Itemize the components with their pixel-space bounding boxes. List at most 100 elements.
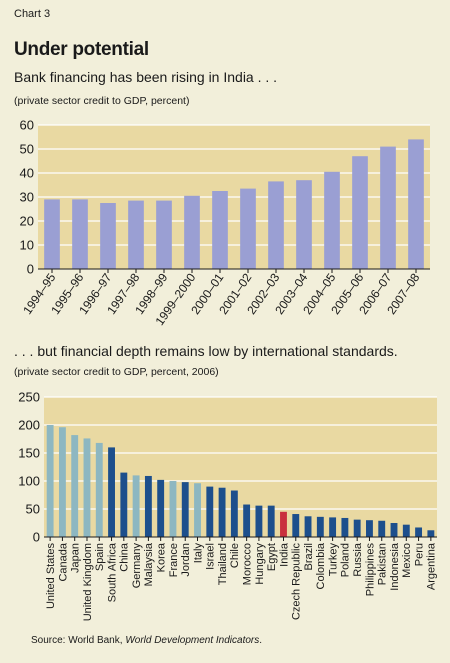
chart1-bar xyxy=(296,180,312,269)
chart2-bar xyxy=(46,425,54,537)
chart2-x-tick-label: United States xyxy=(45,543,57,610)
chart2-x-tick-label: Indonesia xyxy=(389,542,401,591)
chart2-x-tick-label: Pakistan xyxy=(377,543,389,585)
chart1-bar xyxy=(128,200,144,269)
chart1-y-tick-label: 10 xyxy=(20,238,34,253)
chart2-x-tick-label: Peru xyxy=(413,543,425,566)
chart2-x-tick-label: Colombia xyxy=(315,542,327,589)
chart2-bar xyxy=(83,438,91,537)
chart1-bar xyxy=(156,200,172,269)
chart2-bar xyxy=(206,486,214,537)
chart2-x-tick-label: Chile xyxy=(229,543,241,568)
chart1-bar xyxy=(352,156,368,269)
chart2-bar xyxy=(108,447,115,537)
chart2-x-tick-label: Brazil xyxy=(303,543,315,571)
chart2-bar xyxy=(402,524,410,537)
source-note: Source: World Bank, World Development In… xyxy=(31,635,262,646)
chart2-x-tick-label: Malaysia xyxy=(143,542,155,586)
chart2-x-tick-label: Argentina xyxy=(426,542,438,590)
chart2-x-tick-label: Morocco xyxy=(241,543,253,585)
chart1-bar xyxy=(380,146,396,269)
chart2-x-tick-label: Hungary xyxy=(254,543,266,585)
source-prefix: Source: World Bank, xyxy=(31,635,126,646)
india-credit-chart: 01020304050601994–951995–961996–971997–9… xyxy=(20,118,430,328)
chart1-y-tick-label: 40 xyxy=(20,166,34,181)
chart1-y-tick-label: 60 xyxy=(20,118,34,133)
chart1-note: (private sector credit to GDP, percent) xyxy=(14,95,190,107)
chart2-bar xyxy=(58,427,66,537)
chart2-x-tick-label: Jordan xyxy=(180,543,192,577)
chart1-y-tick-label: 50 xyxy=(20,142,34,157)
chart2-x-tick-label: Turkey xyxy=(327,543,339,577)
chart2-x-tick-label: Philippines xyxy=(364,543,376,597)
chart2-x-tick-label: Thailand xyxy=(217,543,229,585)
chart2-bar xyxy=(390,523,398,537)
chart2-y-tick-label: 50 xyxy=(26,502,40,517)
chart2-bar xyxy=(353,519,361,537)
chart2-y-tick-label: 150 xyxy=(18,446,40,461)
chart1-bar xyxy=(212,191,228,269)
chart2-bar xyxy=(292,514,300,537)
chart2-x-tick-label: Russia xyxy=(352,542,364,577)
chart2-x-tick-label: Poland xyxy=(340,543,352,577)
chart2-bar xyxy=(157,479,165,537)
chart2-bar xyxy=(169,481,177,537)
chart2-plot-area xyxy=(44,397,437,537)
chart2-x-tick-label: Egypt xyxy=(266,543,278,571)
chart2-bar xyxy=(378,520,386,537)
chart2-bar xyxy=(280,511,287,537)
chart2-bar xyxy=(71,435,79,537)
chart2-bar xyxy=(255,505,263,537)
chart2-bar xyxy=(95,442,103,537)
chart2-bar xyxy=(341,517,349,537)
chart1-bar xyxy=(268,181,284,269)
chart2-bar xyxy=(132,475,140,537)
international-credit-chart: 0 50 100 150 200 250 United States Canada Japan U… xyxy=(18,390,438,622)
chart2-x-tick-label: United Kingdom xyxy=(82,543,94,621)
chart2-x-tick-label: South Africa xyxy=(106,542,118,602)
chart2-subtitle: . . . but financial depth remains low by… xyxy=(14,343,398,359)
chart1-bar xyxy=(408,139,424,269)
chart1-bar xyxy=(324,171,340,269)
chart2-x-tick-label: Japan xyxy=(70,543,82,573)
chart1-subtitle: Bank financing has been rising in India … xyxy=(14,69,278,85)
chart2-bar xyxy=(144,475,152,537)
chart1-y-tick-label: 30 xyxy=(20,190,34,205)
chart1-bar xyxy=(44,199,60,269)
chart2-bar xyxy=(304,516,312,537)
chart2-bar xyxy=(427,530,435,537)
chart2-x-tick-label: Czech Republic xyxy=(291,543,303,621)
chart-number-label: Chart 3 xyxy=(14,8,51,20)
chart2-note: (private sector credit to GDP, percent, … xyxy=(14,366,219,378)
chart1-y-tick-label: 0 xyxy=(27,262,34,277)
chart1-bar xyxy=(184,195,200,269)
chart2-x-tick-label: Israel xyxy=(205,543,217,570)
chart2-y-tick-label: 0 xyxy=(33,530,40,545)
chart2-x-tick-label: Germany xyxy=(131,543,143,589)
chart2-x-tick-label: France xyxy=(168,543,180,577)
chart2-bar xyxy=(366,520,373,537)
chart2-y-tick-label: 200 xyxy=(18,418,40,433)
source-publication: World Development Indicators xyxy=(125,635,260,646)
chart2-x-tick-label: China xyxy=(119,542,131,572)
chart2-x-tick-label: Canada xyxy=(57,542,69,581)
chart2-bar xyxy=(316,516,324,537)
chart2-bar xyxy=(267,505,275,537)
chart2-bar xyxy=(230,490,238,537)
chart2-x-tick-label: Spain xyxy=(94,543,106,571)
chart2-x-tick-label: Korea xyxy=(156,542,168,572)
chart1-bar xyxy=(240,188,256,269)
source-suffix: . xyxy=(259,635,263,646)
chart2-bar xyxy=(194,483,201,537)
chart-title: Under potential xyxy=(14,39,149,60)
chart2-x-tick-label: India xyxy=(278,542,290,567)
chart2-y-tick-label: 250 xyxy=(18,390,40,405)
chart2-x-tick-label: Italy xyxy=(192,543,204,564)
chart2-x-tick-label: Mexico xyxy=(401,543,413,578)
chart2-bar xyxy=(120,472,128,537)
chart2-bar xyxy=(218,487,226,537)
chart1-bar xyxy=(100,203,116,269)
chart2-bar xyxy=(415,527,423,537)
chart1-bar xyxy=(72,199,88,269)
chart2-bar xyxy=(329,517,337,537)
